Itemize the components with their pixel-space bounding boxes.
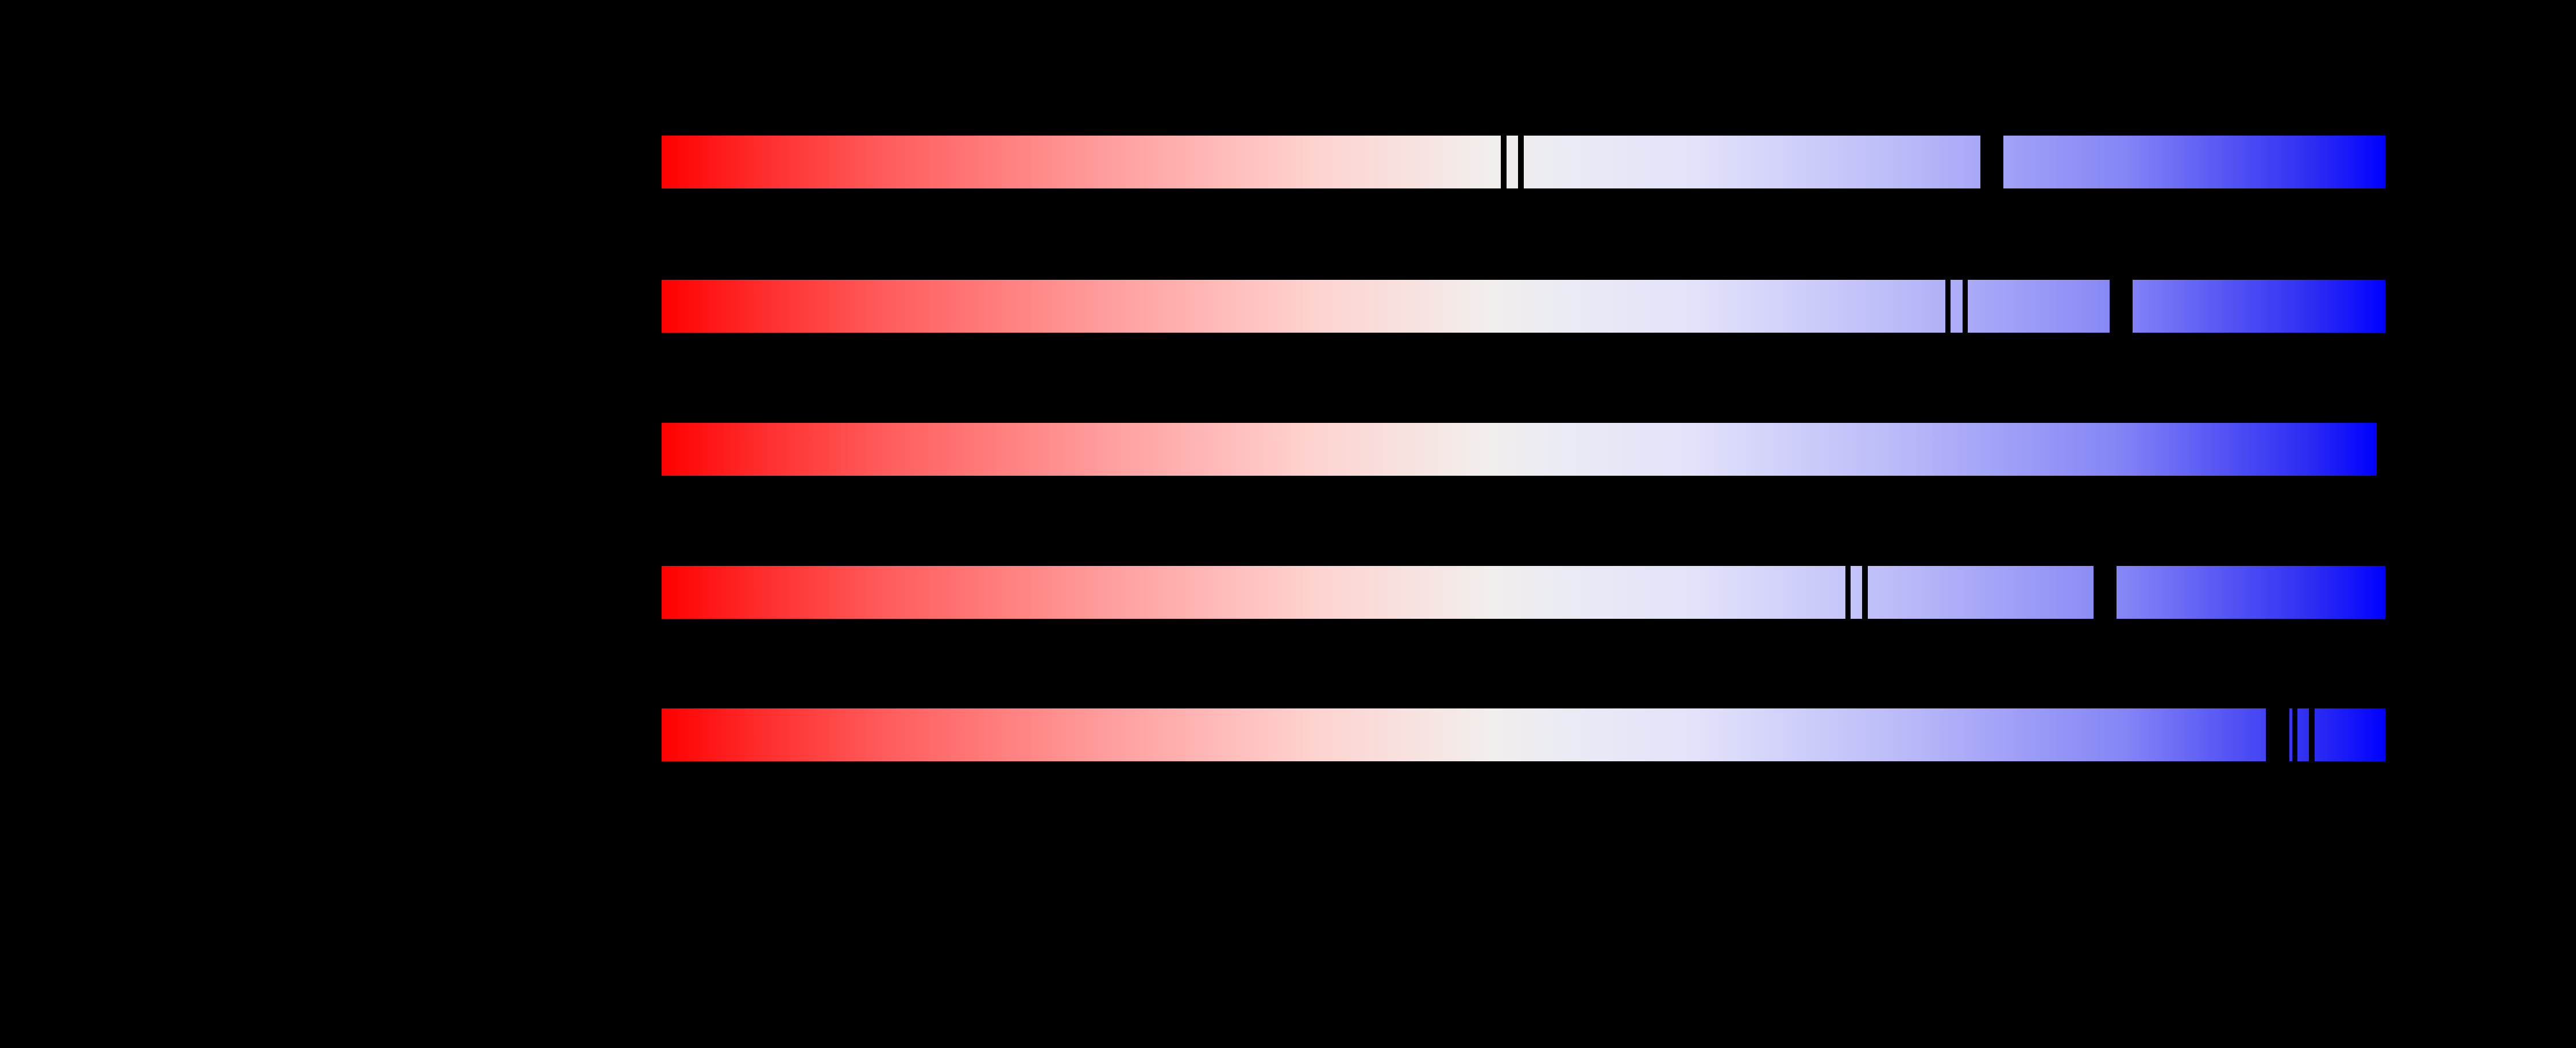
tick-mark-thin [1501,136,1507,188]
tick-mark-thick [2110,280,2133,333]
tick-mark-thin [1845,566,1851,619]
tick-mark-thick [2266,708,2289,761]
gradient-bar-3 [662,423,2377,476]
tick-mark-thin [1963,280,1968,333]
tick-mark-thick [2094,566,2117,619]
tick-mark-thin [1945,280,1951,333]
tick-mark-thin [2292,708,2297,761]
gradient-bar-2 [662,280,2385,333]
gradient-bar-1 [662,136,2385,188]
tick-mark-thin [1518,136,1524,188]
gradient-bar-5 [662,708,2385,761]
tick-mark-thin [1862,566,1868,619]
gradient-bar-4 [662,566,2385,619]
tick-mark-thin [2309,708,2315,761]
tick-mark-thick [1980,136,2003,188]
